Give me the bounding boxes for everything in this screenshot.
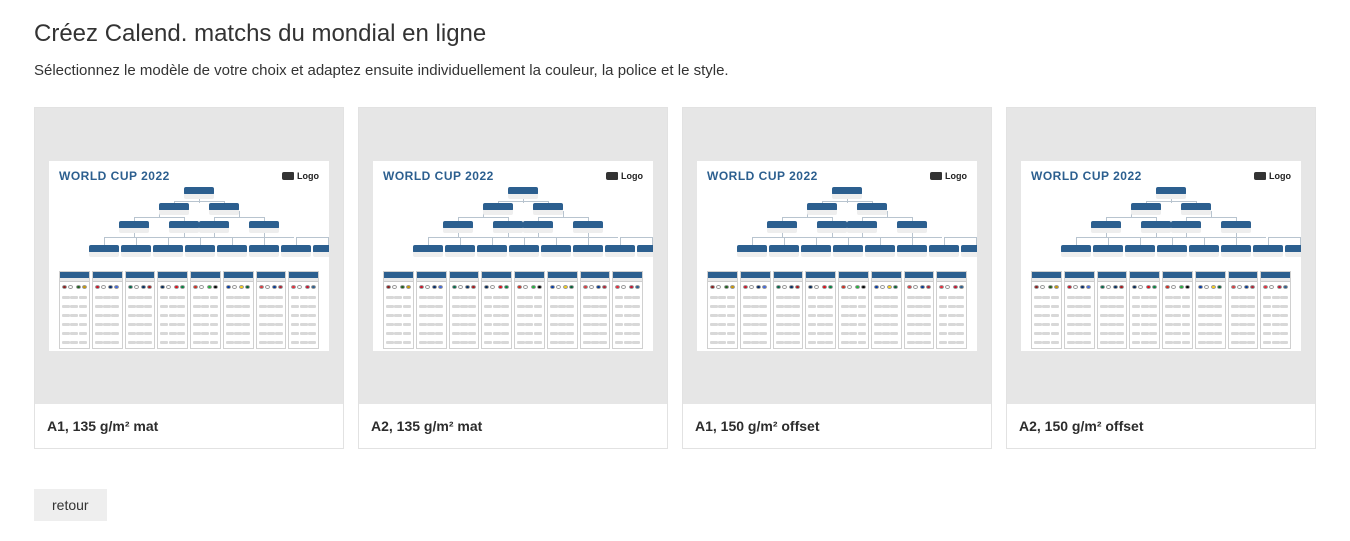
- thumb-groups: [1031, 271, 1291, 349]
- thumb-bracket: [383, 187, 643, 267]
- thumb-header: WORLD CUP 2022 Logo: [707, 169, 967, 183]
- thumb-title: WORLD CUP 2022: [383, 169, 494, 183]
- page-title: Créez Calend. matchs du mondial en ligne: [34, 20, 1316, 48]
- template-grid: WORLD CUP 2022LogoA1, 135 g/m² matWORLD …: [34, 107, 1316, 449]
- template-label: A2, 135 g/m² mat: [359, 404, 667, 448]
- template-card[interactable]: WORLD CUP 2022 Logo A2, 135 g/m² mat: [358, 107, 668, 449]
- thumb-title: WORLD CUP 2022: [59, 169, 170, 183]
- template-label: A2, 150 g/m² offset: [1007, 404, 1315, 448]
- template-label: A1, 150 g/m² offset: [683, 404, 991, 448]
- thumb-title: WORLD CUP 2022: [1031, 169, 1142, 183]
- thumbnail-wrapper: WORLD CUP 2022 Logo: [35, 108, 343, 404]
- thumb-title: WORLD CUP 2022: [707, 169, 818, 183]
- thumb-header: WORLD CUP 2022 Logo: [59, 169, 319, 183]
- thumb-logo: Logo: [606, 171, 643, 181]
- template-label: A1, 135 g/m² mat: [35, 404, 343, 448]
- thumbnail-wrapper: WORLD CUP 2022 Logo: [359, 108, 667, 404]
- thumb-logo: Logo: [1254, 171, 1291, 181]
- thumbnail: WORLD CUP 2022 Logo: [697, 161, 977, 351]
- thumbnail: WORLD CUP 2022 Logo: [49, 161, 329, 351]
- thumb-bracket: [707, 187, 967, 267]
- thumb-groups: [59, 271, 319, 349]
- thumb-groups: [383, 271, 643, 349]
- thumbnail: WORLD CUP 2022 Logo: [1021, 161, 1301, 351]
- thumb-logo: Logo: [282, 171, 319, 181]
- thumb-bracket: [59, 187, 319, 267]
- thumb-header: WORLD CUP 2022 Logo: [1031, 169, 1291, 183]
- thumbnail: WORLD CUP 2022 Logo: [373, 161, 653, 351]
- back-button[interactable]: retour: [34, 489, 107, 521]
- page-subtitle: Sélectionnez le modèle de votre choix et…: [34, 62, 1316, 79]
- thumb-groups: [707, 271, 967, 349]
- template-card[interactable]: WORLD CUP 2022 Logo A1, 150 g/m² offset: [682, 107, 992, 449]
- thumbnail-wrapper: WORLD CUP 2022 Logo: [1007, 108, 1315, 404]
- thumb-header: WORLD CUP 2022 Logo: [383, 169, 643, 183]
- thumb-logo: Logo: [930, 171, 967, 181]
- template-card[interactable]: WORLD CUP 2022 Logo A1, 135 g/m² mat: [34, 107, 344, 449]
- thumb-bracket: [1031, 187, 1291, 267]
- template-card[interactable]: WORLD CUP 2022 Logo A2, 150 g/m² offset: [1006, 107, 1316, 449]
- thumbnail-wrapper: WORLD CUP 2022 Logo: [683, 108, 991, 404]
